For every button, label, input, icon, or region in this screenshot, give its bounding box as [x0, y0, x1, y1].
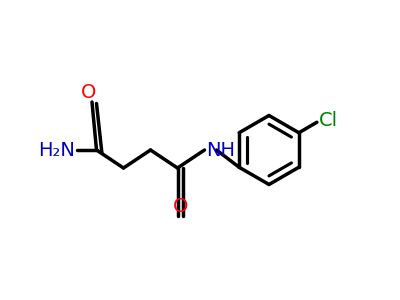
Text: O: O — [81, 83, 97, 103]
Text: O: O — [172, 197, 188, 216]
Text: NH: NH — [206, 140, 235, 160]
Text: H₂N: H₂N — [39, 140, 76, 160]
Text: Cl: Cl — [318, 111, 338, 130]
